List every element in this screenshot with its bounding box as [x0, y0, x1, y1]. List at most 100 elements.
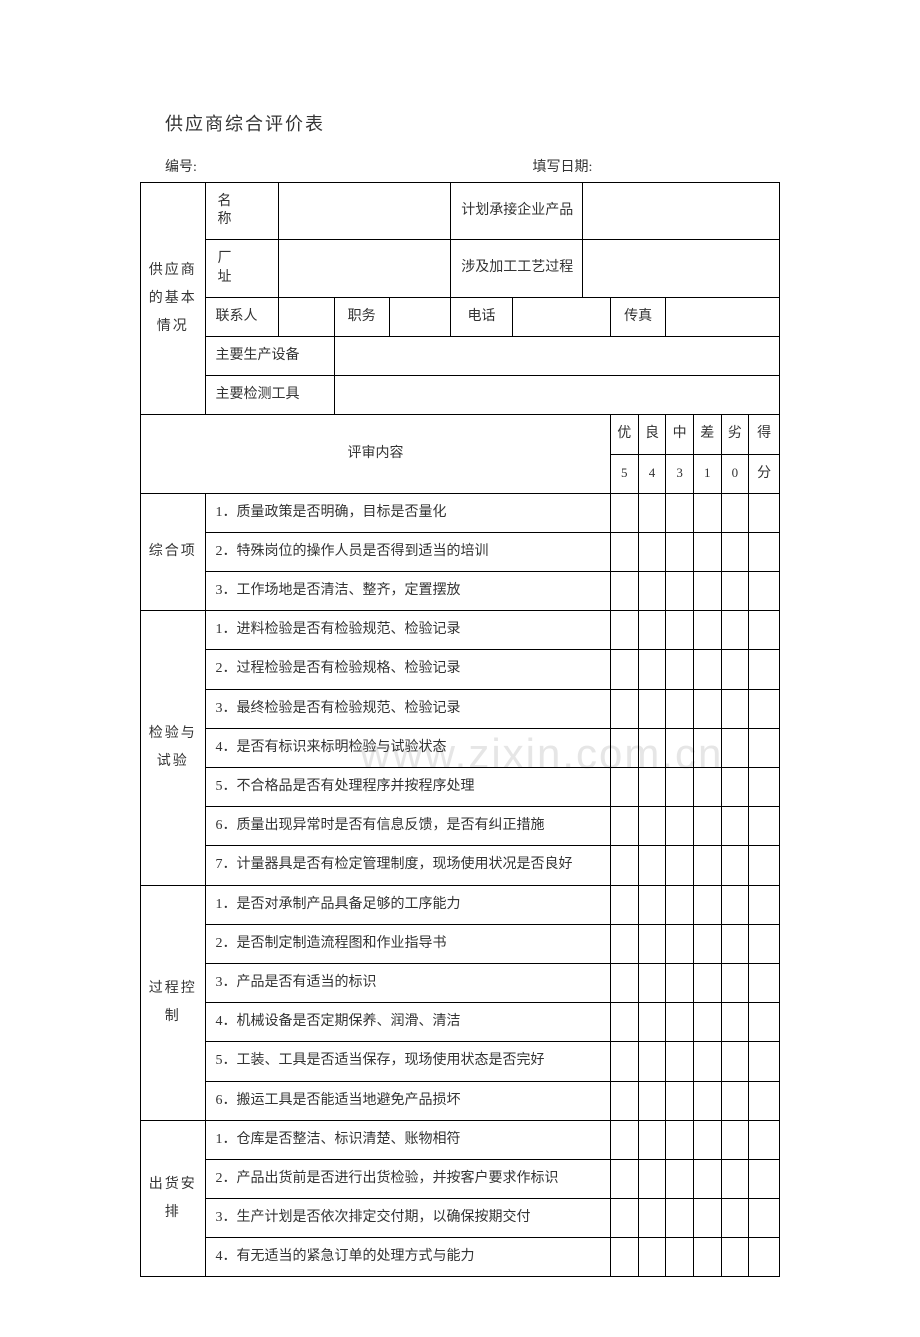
score-cell[interactable]: [638, 572, 666, 611]
score-cell[interactable]: [666, 924, 694, 963]
score-cell[interactable]: [610, 650, 638, 689]
score-cell[interactable]: [638, 1003, 666, 1042]
score-cell[interactable]: [638, 689, 666, 728]
score-cell[interactable]: [721, 493, 749, 532]
score-cell[interactable]: [610, 1081, 638, 1120]
score-cell[interactable]: [666, 728, 694, 767]
score-cell[interactable]: [693, 1199, 721, 1238]
score-cell[interactable]: [666, 650, 694, 689]
score-cell[interactable]: [610, 1120, 638, 1159]
score-cell[interactable]: [693, 650, 721, 689]
score-cell[interactable]: [666, 1003, 694, 1042]
score-cell[interactable]: [749, 493, 780, 532]
score-cell[interactable]: [749, 1238, 780, 1277]
score-cell[interactable]: [693, 885, 721, 924]
score-cell[interactable]: [666, 572, 694, 611]
score-cell[interactable]: [749, 1003, 780, 1042]
score-cell[interactable]: [638, 532, 666, 571]
score-cell[interactable]: [721, 1042, 749, 1081]
contact-input[interactable]: [279, 297, 334, 336]
score-cell[interactable]: [666, 1238, 694, 1277]
score-cell[interactable]: [666, 532, 694, 571]
score-cell[interactable]: [693, 532, 721, 571]
score-cell[interactable]: [749, 768, 780, 807]
score-cell[interactable]: [666, 1081, 694, 1120]
score-cell[interactable]: [666, 1159, 694, 1198]
score-cell[interactable]: [749, 1199, 780, 1238]
score-cell[interactable]: [721, 807, 749, 846]
score-cell[interactable]: [666, 768, 694, 807]
score-cell[interactable]: [721, 650, 749, 689]
score-cell[interactable]: [610, 924, 638, 963]
score-cell[interactable]: [666, 885, 694, 924]
score-cell[interactable]: [693, 1238, 721, 1277]
equip-input[interactable]: [334, 336, 779, 375]
score-cell[interactable]: [638, 768, 666, 807]
name-input[interactable]: [279, 183, 451, 240]
score-cell[interactable]: [610, 1159, 638, 1198]
score-cell[interactable]: [638, 1199, 666, 1238]
score-cell[interactable]: [693, 572, 721, 611]
position-input[interactable]: [389, 297, 450, 336]
score-cell[interactable]: [666, 807, 694, 846]
score-cell[interactable]: [749, 611, 780, 650]
score-cell[interactable]: [666, 963, 694, 1002]
score-cell[interactable]: [721, 924, 749, 963]
score-cell[interactable]: [610, 532, 638, 571]
process-input[interactable]: [583, 240, 780, 297]
score-cell[interactable]: [693, 963, 721, 1002]
score-cell[interactable]: [693, 611, 721, 650]
score-cell[interactable]: [638, 611, 666, 650]
score-cell[interactable]: [749, 807, 780, 846]
score-cell[interactable]: [749, 650, 780, 689]
score-cell[interactable]: [693, 728, 721, 767]
score-cell[interactable]: [610, 807, 638, 846]
score-cell[interactable]: [749, 963, 780, 1002]
score-cell[interactable]: [638, 1042, 666, 1081]
score-cell[interactable]: [749, 572, 780, 611]
score-cell[interactable]: [749, 728, 780, 767]
score-cell[interactable]: [721, 963, 749, 1002]
score-cell[interactable]: [638, 1159, 666, 1198]
score-cell[interactable]: [721, 768, 749, 807]
score-cell[interactable]: [749, 532, 780, 571]
score-cell[interactable]: [666, 1042, 694, 1081]
score-cell[interactable]: [638, 807, 666, 846]
score-cell[interactable]: [749, 1159, 780, 1198]
score-cell[interactable]: [666, 493, 694, 532]
score-cell[interactable]: [693, 846, 721, 885]
score-cell[interactable]: [666, 846, 694, 885]
score-cell[interactable]: [693, 689, 721, 728]
score-cell[interactable]: [721, 1159, 749, 1198]
tool-input[interactable]: [334, 376, 779, 415]
score-cell[interactable]: [721, 611, 749, 650]
score-cell[interactable]: [721, 689, 749, 728]
score-cell[interactable]: [666, 1120, 694, 1159]
score-cell[interactable]: [721, 532, 749, 571]
score-cell[interactable]: [610, 885, 638, 924]
score-cell[interactable]: [638, 1238, 666, 1277]
score-cell[interactable]: [749, 846, 780, 885]
plan-input[interactable]: [583, 183, 780, 240]
score-cell[interactable]: [610, 689, 638, 728]
score-cell[interactable]: [749, 1120, 780, 1159]
score-cell[interactable]: [666, 1199, 694, 1238]
score-cell[interactable]: [610, 768, 638, 807]
score-cell[interactable]: [610, 1003, 638, 1042]
score-cell[interactable]: [610, 493, 638, 532]
score-cell[interactable]: [610, 572, 638, 611]
score-cell[interactable]: [721, 846, 749, 885]
score-cell[interactable]: [638, 728, 666, 767]
score-cell[interactable]: [721, 885, 749, 924]
score-cell[interactable]: [749, 689, 780, 728]
phone-input[interactable]: [512, 297, 610, 336]
score-cell[interactable]: [638, 650, 666, 689]
score-cell[interactable]: [721, 728, 749, 767]
score-cell[interactable]: [610, 1238, 638, 1277]
score-cell[interactable]: [749, 924, 780, 963]
score-cell[interactable]: [693, 1042, 721, 1081]
score-cell[interactable]: [638, 924, 666, 963]
score-cell[interactable]: [610, 846, 638, 885]
score-cell[interactable]: [610, 611, 638, 650]
score-cell[interactable]: [749, 1042, 780, 1081]
